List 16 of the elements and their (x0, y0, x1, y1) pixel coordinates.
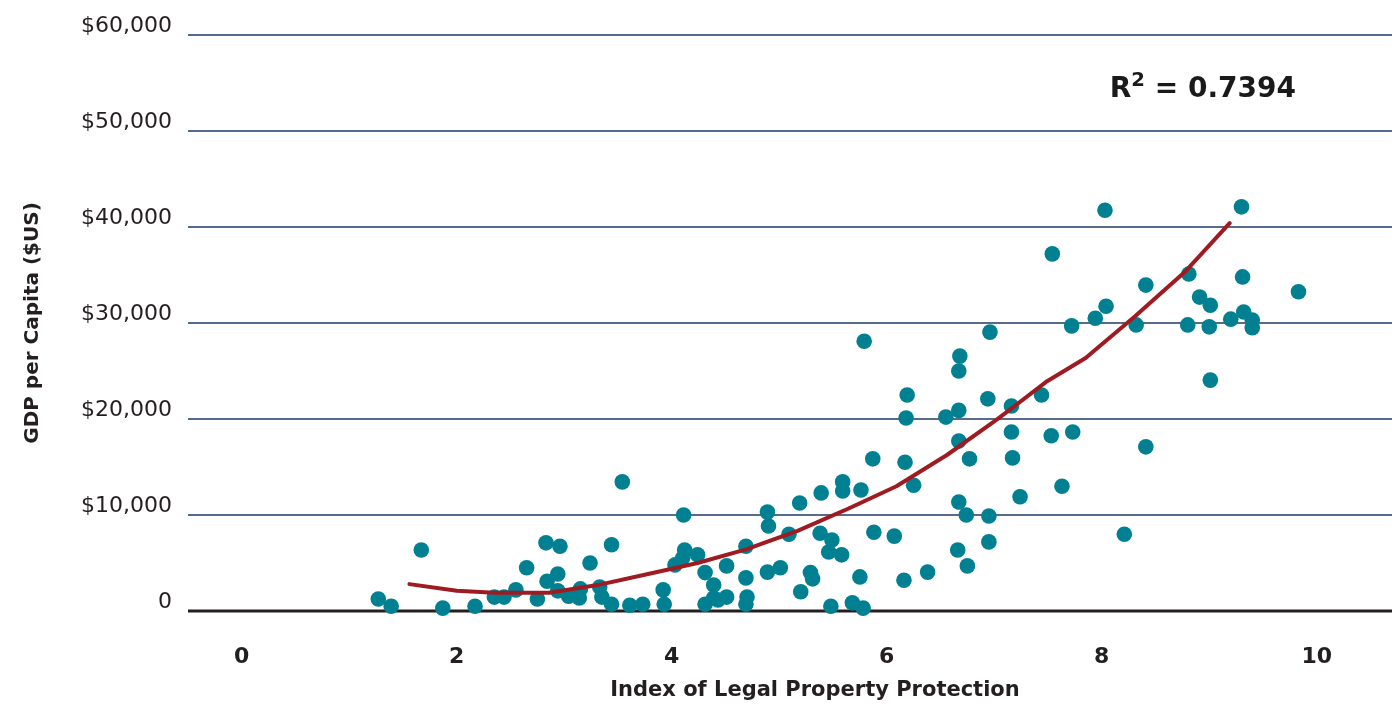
y-tick-label: $60,000 (81, 11, 172, 37)
x-axis-title: Index of Legal Property Protection (610, 677, 1020, 701)
x-tick-label: 4 (664, 643, 680, 668)
x-tick-label: 6 (879, 643, 895, 668)
annotation: R$^{2}$ = 0.7394 (1109, 67, 1296, 104)
y-tick-label: $30,000 (81, 299, 172, 325)
x-tick-label: 10 (1301, 643, 1333, 668)
y-tick-label: $20,000 (81, 395, 172, 421)
x-tick-label: 0 (234, 643, 250, 668)
y-tick-label: $10,000 (81, 491, 172, 517)
y-axis-title: GDP per Capita ($US) (19, 202, 43, 444)
y-tick-label: $50,000 (81, 107, 172, 133)
y-tick-label: 0 (158, 587, 172, 613)
x-tick-label: 8 (1094, 643, 1110, 668)
y-tick-label: $40,000 (81, 203, 172, 229)
x-tick-label: 2 (449, 643, 465, 668)
